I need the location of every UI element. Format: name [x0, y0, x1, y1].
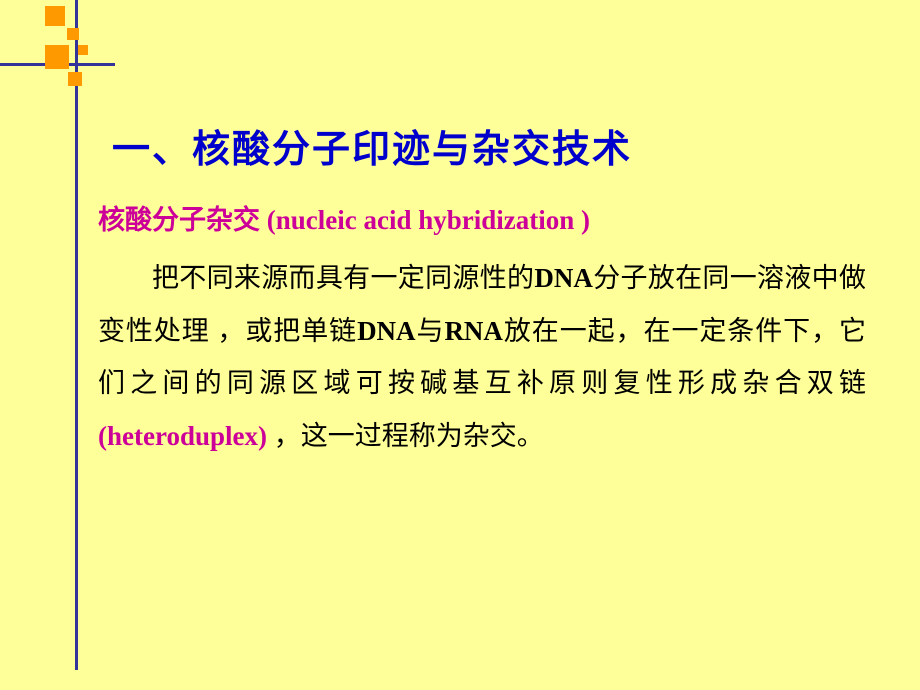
subtitle-zh: 核酸分子杂交 [98, 205, 267, 235]
corner-decoration [0, 0, 100, 110]
deco-square [67, 28, 79, 40]
body-text: DNA [357, 316, 416, 346]
body-text: RNA [444, 316, 503, 346]
body-paragraph: 把不同来源而具有一定同源性的DNA分子放在同一溶液中做变性处理 ，或把单链DNA… [98, 252, 866, 463]
deco-square [68, 72, 82, 86]
body-text: ，这一过程称为杂交。 [274, 421, 544, 451]
deco-square [45, 6, 65, 26]
body-text: 与 [416, 316, 445, 346]
subtitle-en: (nucleic acid hybridization ) [267, 205, 590, 235]
slide: 一、核酸分子印迹与杂交技术 核酸分子杂交 (nucleic acid hybri… [0, 0, 920, 690]
deco-square [78, 45, 88, 55]
body-text: DNA [534, 263, 593, 293]
body-text-highlight: (heteroduplex) [98, 421, 274, 451]
body-text: 把不同来源而具有一定同源性的 [152, 263, 534, 293]
deco-square [45, 45, 69, 69]
subtitle: 核酸分子杂交 (nucleic acid hybridization ) [98, 198, 590, 237]
section-title: 一、核酸分子印迹与杂交技术 [112, 118, 632, 173]
vertical-line [75, 0, 78, 670]
